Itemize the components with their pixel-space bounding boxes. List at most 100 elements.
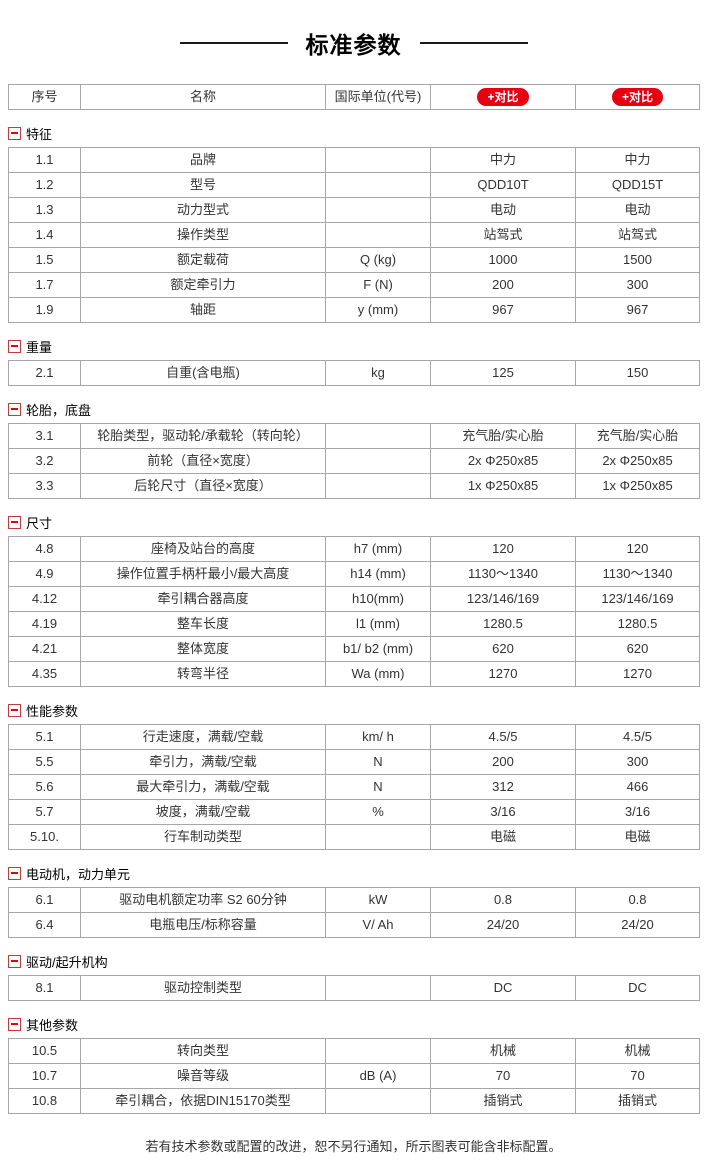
cell-name: 前轮（直径×宽度） [80, 448, 326, 474]
cell-v2: 967 [575, 297, 700, 323]
cell-v1: 中力 [430, 147, 576, 173]
table-row: 2.1 自重(含电瓶) kg 125 150 [8, 360, 700, 386]
cell-v2: 1130～1340 [575, 561, 700, 587]
spec-section: 重量 2.1 自重(含电瓶) kg 125 150 [8, 338, 716, 386]
cell-unit: F (N) [325, 272, 431, 298]
collapse-minus-icon[interactable] [8, 339, 21, 353]
cell-v2: 24/20 [575, 912, 700, 938]
cell-v1: QDD10T [430, 172, 576, 198]
section-table: 4.8 座椅及站台的高度 h7 (mm) 120 120 4.9 操作位置手柄杆最小/最大高… [8, 536, 700, 687]
collapse-minus-icon[interactable] [8, 126, 21, 140]
cell-unit: km/ h [325, 724, 431, 750]
cell-v2: QDD15T [575, 172, 700, 198]
collapse-minus-icon[interactable] [8, 402, 21, 416]
cell-v2: 120 [575, 536, 700, 562]
spec-section: 电动机，动力单元 6.1 驱动电机额定功率 S2 60分钟 kW 0.8 0.8 6.4 电… [8, 865, 716, 938]
section-table: 10.5 转向类型 机械 机械 10.7 噪音等级 dB (A) 70 70 10.8 牵引耦合，依… [8, 1038, 700, 1114]
cell-no: 1.9 [8, 297, 81, 323]
cell-name: 座椅及站台的高度 [80, 536, 326, 562]
cell-unit: V/ Ah [325, 912, 431, 938]
table-row: 1.9 轴距 y (mm) 967 967 [8, 297, 700, 323]
sections: 特征 1.1 品牌 中力 中力 1.2 型号 QDD10T QDD15T 1.3 动力型式 电动 电动… [8, 125, 716, 1114]
cell-no: 4.9 [8, 561, 81, 587]
cell-v2: 2x Φ250x85 [575, 448, 700, 474]
table-row: 5.1 行走速度，满载/空载 km/ h 4.5/5 4.5/5 [8, 724, 700, 750]
cell-no: 3.2 [8, 448, 81, 474]
cell-v2: 充气胎/实心胎 [575, 423, 700, 449]
cell-unit: N [325, 749, 431, 775]
cell-unit: b1/ b2 (mm) [325, 636, 431, 662]
header-col-compare-1: +对比 [430, 84, 576, 110]
cell-v1: 1280.5 [430, 611, 576, 637]
cell-name: 噪音等级 [80, 1063, 326, 1089]
table-row: 4.35 转弯半径 Wa (mm) 1270 1270 [8, 661, 700, 687]
table-row: 5.10. 行车制动类型 电磁 电磁 [8, 824, 700, 850]
table-row: 1.5 额定载荷 Q (kg) 1000 1500 [8, 247, 700, 273]
table-row: 1.1 品牌 中力 中力 [8, 147, 700, 173]
cell-no: 1.7 [8, 272, 81, 298]
cell-v2: 插销式 [575, 1088, 700, 1114]
cell-no: 1.3 [8, 197, 81, 223]
cell-unit: kg [325, 360, 431, 386]
cell-v1: 0.8 [430, 887, 576, 913]
section-header: 其他参数 [8, 1016, 716, 1033]
table-row: 1.3 动力型式 电动 电动 [8, 197, 700, 223]
table-row: 1.4 操作类型 站驾式 站驾式 [8, 222, 700, 248]
cell-no: 5.10. [8, 824, 81, 850]
cell-v2: 70 [575, 1063, 700, 1089]
cell-v2: 620 [575, 636, 700, 662]
collapse-minus-icon[interactable] [8, 515, 21, 529]
cell-unit: N [325, 774, 431, 800]
cell-no: 3.3 [8, 473, 81, 499]
cell-name: 操作位置手柄杆最小/最大高度 [80, 561, 326, 587]
cell-v1: 4.5/5 [430, 724, 576, 750]
header-col-compare-2: +对比 [575, 84, 700, 110]
section-table: 6.1 驱动电机额定功率 S2 60分钟 kW 0.8 0.8 6.4 电瓶电压/标称容量 V… [8, 887, 700, 938]
collapse-minus-icon[interactable] [8, 866, 21, 880]
cell-name: 品牌 [80, 147, 326, 173]
cell-name: 轴距 [80, 297, 326, 323]
section-title: 尺寸 [26, 515, 53, 531]
cell-no: 8.1 [8, 975, 81, 1001]
table-row: 5.5 牵引力，满载/空载 N 200 300 [8, 749, 700, 775]
section-table: 1.1 品牌 中力 中力 1.2 型号 QDD10T QDD15T 1.3 动力型式 电动 电动 1.4… [8, 147, 700, 323]
table-row: 4.12 牵引耦合器高度 h10(mm) 123/146/169 123/146/169 [8, 586, 700, 612]
header-col-no: 序号 [8, 84, 81, 110]
section-header: 尺寸 [8, 514, 716, 531]
cell-name: 牵引耦合器高度 [80, 586, 326, 612]
cell-v1: 967 [430, 297, 576, 323]
collapse-minus-icon[interactable] [8, 954, 21, 968]
cell-no: 1.4 [8, 222, 81, 248]
collapse-minus-icon[interactable] [8, 703, 21, 717]
table-row: 3.1 轮胎类型，驱动轮/承载轮（转向轮） 充气胎/实心胎 充气胎/实心胎 [8, 423, 700, 449]
cell-v2: 1500 [575, 247, 700, 273]
cell-unit: % [325, 799, 431, 825]
compare-button-2[interactable]: +对比 [611, 88, 663, 106]
cell-name: 行走速度，满载/空载 [80, 724, 326, 750]
cell-unit [325, 423, 431, 449]
cell-v1: 电磁 [430, 824, 576, 850]
cell-no: 10.7 [8, 1063, 81, 1089]
cell-no: 10.8 [8, 1088, 81, 1114]
page-title: 标准参数 [305, 32, 402, 58]
table-row: 5.6 最大牵引力，满载/空载 N 312 466 [8, 774, 700, 800]
cell-v1: DC [430, 975, 576, 1001]
cell-v1: 200 [430, 272, 576, 298]
cell-v2: 123/146/169 [575, 586, 700, 612]
cell-v1: 电动 [430, 197, 576, 223]
cell-no: 1.1 [8, 147, 81, 173]
cell-v1: 3/16 [430, 799, 576, 825]
cell-v1: 1x Φ250x85 [430, 473, 576, 499]
cell-name: 后轮尺寸（直径×宽度） [80, 473, 326, 499]
spec-section: 性能参数 5.1 行走速度，满载/空载 km/ h 4.5/5 4.5/5 5.5 牵引力，… [8, 702, 716, 850]
cell-unit: h14 (mm) [325, 561, 431, 587]
header-col-name: 名称 [80, 84, 326, 110]
cell-v2: 4.5/5 [575, 724, 700, 750]
collapse-minus-icon[interactable] [8, 1017, 21, 1031]
cell-name: 型号 [80, 172, 326, 198]
cell-v1: 2x Φ250x85 [430, 448, 576, 474]
cell-name: 驱动控制类型 [80, 975, 326, 1001]
compare-button-1[interactable]: +对比 [477, 88, 529, 106]
cell-name: 牵引耦合，依据DIN15170类型 [80, 1088, 326, 1114]
